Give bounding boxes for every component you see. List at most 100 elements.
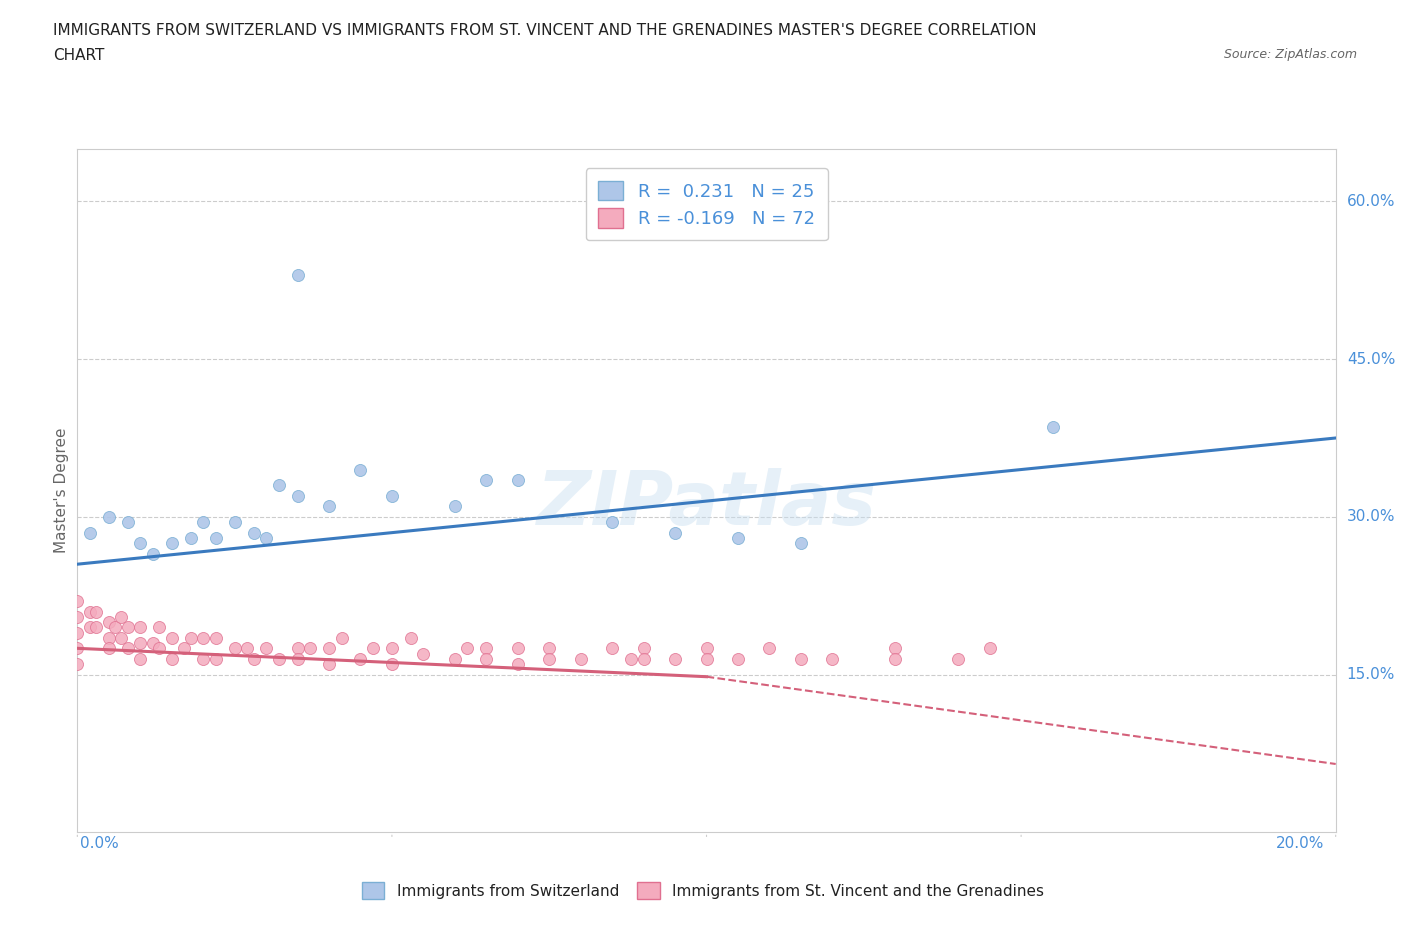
Point xyxy=(117,641,139,656)
Point xyxy=(84,620,107,635)
Point xyxy=(399,631,422,645)
Legend: R =  0.231   N = 25, R = -0.169   N = 72: R = 0.231 N = 25, R = -0.169 N = 72 xyxy=(585,168,828,240)
Point xyxy=(506,472,529,487)
Text: 60.0%: 60.0% xyxy=(1347,193,1395,209)
Point xyxy=(475,651,498,666)
Point xyxy=(110,609,132,624)
Point xyxy=(79,604,101,619)
Point xyxy=(821,651,844,666)
Point xyxy=(66,641,89,656)
Point xyxy=(204,651,226,666)
Point xyxy=(664,651,686,666)
Point xyxy=(349,651,371,666)
Point xyxy=(287,488,309,503)
Point xyxy=(381,488,404,503)
Point xyxy=(129,536,152,551)
Point xyxy=(142,635,165,650)
Point xyxy=(160,631,183,645)
Point xyxy=(633,651,655,666)
Point xyxy=(66,593,89,608)
Point xyxy=(287,268,309,283)
Point xyxy=(204,631,226,645)
Point xyxy=(79,525,101,540)
Point xyxy=(191,651,215,666)
Point xyxy=(633,641,655,656)
Text: 30.0%: 30.0% xyxy=(1347,510,1395,525)
Point xyxy=(330,631,353,645)
Point xyxy=(160,536,183,551)
Point xyxy=(696,641,718,656)
Point xyxy=(242,525,264,540)
Point xyxy=(66,609,89,624)
Point xyxy=(299,641,322,656)
Point xyxy=(979,641,1001,656)
Point xyxy=(148,641,170,656)
Point xyxy=(242,651,264,666)
Text: 0.0%: 0.0% xyxy=(80,836,120,851)
Point xyxy=(224,641,246,656)
Y-axis label: Master's Degree: Master's Degree xyxy=(53,428,69,553)
Point xyxy=(224,514,246,529)
Point xyxy=(620,651,643,666)
Point xyxy=(287,641,309,656)
Point xyxy=(180,631,202,645)
Point xyxy=(160,651,183,666)
Point xyxy=(790,651,813,666)
Point xyxy=(191,514,215,529)
Point xyxy=(110,631,132,645)
Point xyxy=(129,651,152,666)
Point xyxy=(727,530,749,545)
Point xyxy=(569,651,592,666)
Point xyxy=(97,615,120,630)
Point xyxy=(600,514,623,529)
Point xyxy=(948,651,970,666)
Point xyxy=(444,498,467,513)
Point xyxy=(727,651,749,666)
Legend: Immigrants from Switzerland, Immigrants from St. Vincent and the Grenadines: Immigrants from Switzerland, Immigrants … xyxy=(356,876,1050,905)
Point xyxy=(758,641,780,656)
Point xyxy=(381,657,404,671)
Point xyxy=(475,641,498,656)
Point xyxy=(142,546,165,561)
Point xyxy=(173,641,195,656)
Point xyxy=(456,641,478,656)
Point xyxy=(506,641,529,656)
Point xyxy=(267,651,290,666)
Point xyxy=(318,641,340,656)
Point xyxy=(287,651,309,666)
Point xyxy=(696,651,718,666)
Point xyxy=(148,620,170,635)
Point xyxy=(104,620,127,635)
Point xyxy=(97,631,120,645)
Point xyxy=(381,641,404,656)
Point xyxy=(884,641,907,656)
Point xyxy=(191,631,215,645)
Point xyxy=(318,657,340,671)
Point xyxy=(236,641,259,656)
Point xyxy=(412,646,434,661)
Point xyxy=(97,510,120,525)
Point xyxy=(475,472,498,487)
Point xyxy=(204,530,226,545)
Point xyxy=(97,641,120,656)
Point xyxy=(1042,420,1064,435)
Text: IMMIGRANTS FROM SWITZERLAND VS IMMIGRANTS FROM ST. VINCENT AND THE GRENADINES MA: IMMIGRANTS FROM SWITZERLAND VS IMMIGRANT… xyxy=(53,23,1038,38)
Point xyxy=(444,651,467,666)
Text: CHART: CHART xyxy=(53,48,105,63)
Text: 15.0%: 15.0% xyxy=(1347,667,1395,682)
Point xyxy=(254,641,277,656)
Point xyxy=(506,657,529,671)
Point xyxy=(600,641,623,656)
Point xyxy=(884,651,907,666)
Point xyxy=(117,620,139,635)
Point xyxy=(129,620,152,635)
Point xyxy=(664,525,686,540)
Point xyxy=(180,530,202,545)
Point xyxy=(129,635,152,650)
Point xyxy=(538,641,561,656)
Point xyxy=(79,620,101,635)
Text: 45.0%: 45.0% xyxy=(1347,352,1395,366)
Point xyxy=(66,625,89,640)
Point xyxy=(790,536,813,551)
Point xyxy=(361,641,384,656)
